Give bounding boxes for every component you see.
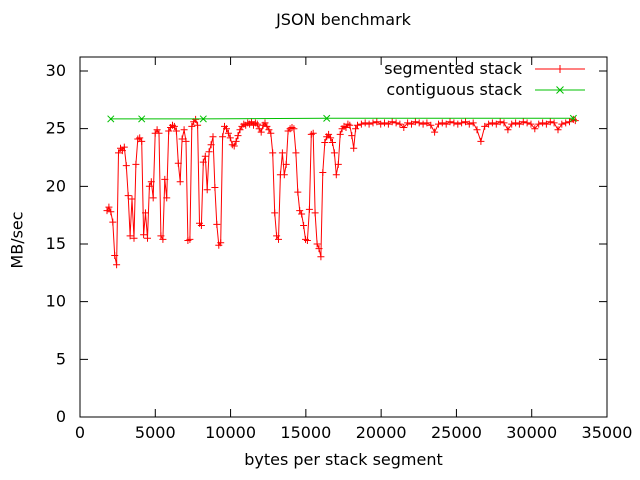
chart-title: JSON benchmark	[276, 10, 411, 29]
legend-item-segmented-stack: segmented stack	[384, 58, 585, 79]
svg-text:5000: 5000	[135, 423, 176, 442]
y-axis-label: MB/sec	[7, 211, 27, 269]
x-axis-label: bytes per stack segment	[244, 450, 443, 469]
svg-text:25: 25	[46, 119, 66, 138]
legend-sample-0	[535, 62, 585, 76]
legend-item-contiguous-stack: contiguous stack	[384, 79, 585, 100]
svg-text:10: 10	[46, 292, 66, 311]
legend: segmented stack contiguous stack	[384, 58, 585, 100]
legend-label-segmented-stack: segmented stack	[384, 59, 522, 78]
legend-sample-1	[535, 83, 585, 97]
svg-text:0: 0	[56, 407, 66, 426]
svg-text:30000: 30000	[506, 423, 557, 442]
svg-text:20000: 20000	[356, 423, 407, 442]
svg-text:10000: 10000	[205, 423, 256, 442]
svg-text:35000: 35000	[582, 423, 633, 442]
svg-text:30: 30	[46, 61, 66, 80]
svg-text:25000: 25000	[431, 423, 482, 442]
svg-text:15: 15	[46, 234, 66, 253]
legend-label-contiguous-stack: contiguous stack	[386, 80, 522, 99]
svg-text:15000: 15000	[280, 423, 331, 442]
svg-text:5: 5	[56, 349, 66, 368]
svg-text:0: 0	[75, 423, 85, 442]
svg-text:20: 20	[46, 176, 66, 195]
